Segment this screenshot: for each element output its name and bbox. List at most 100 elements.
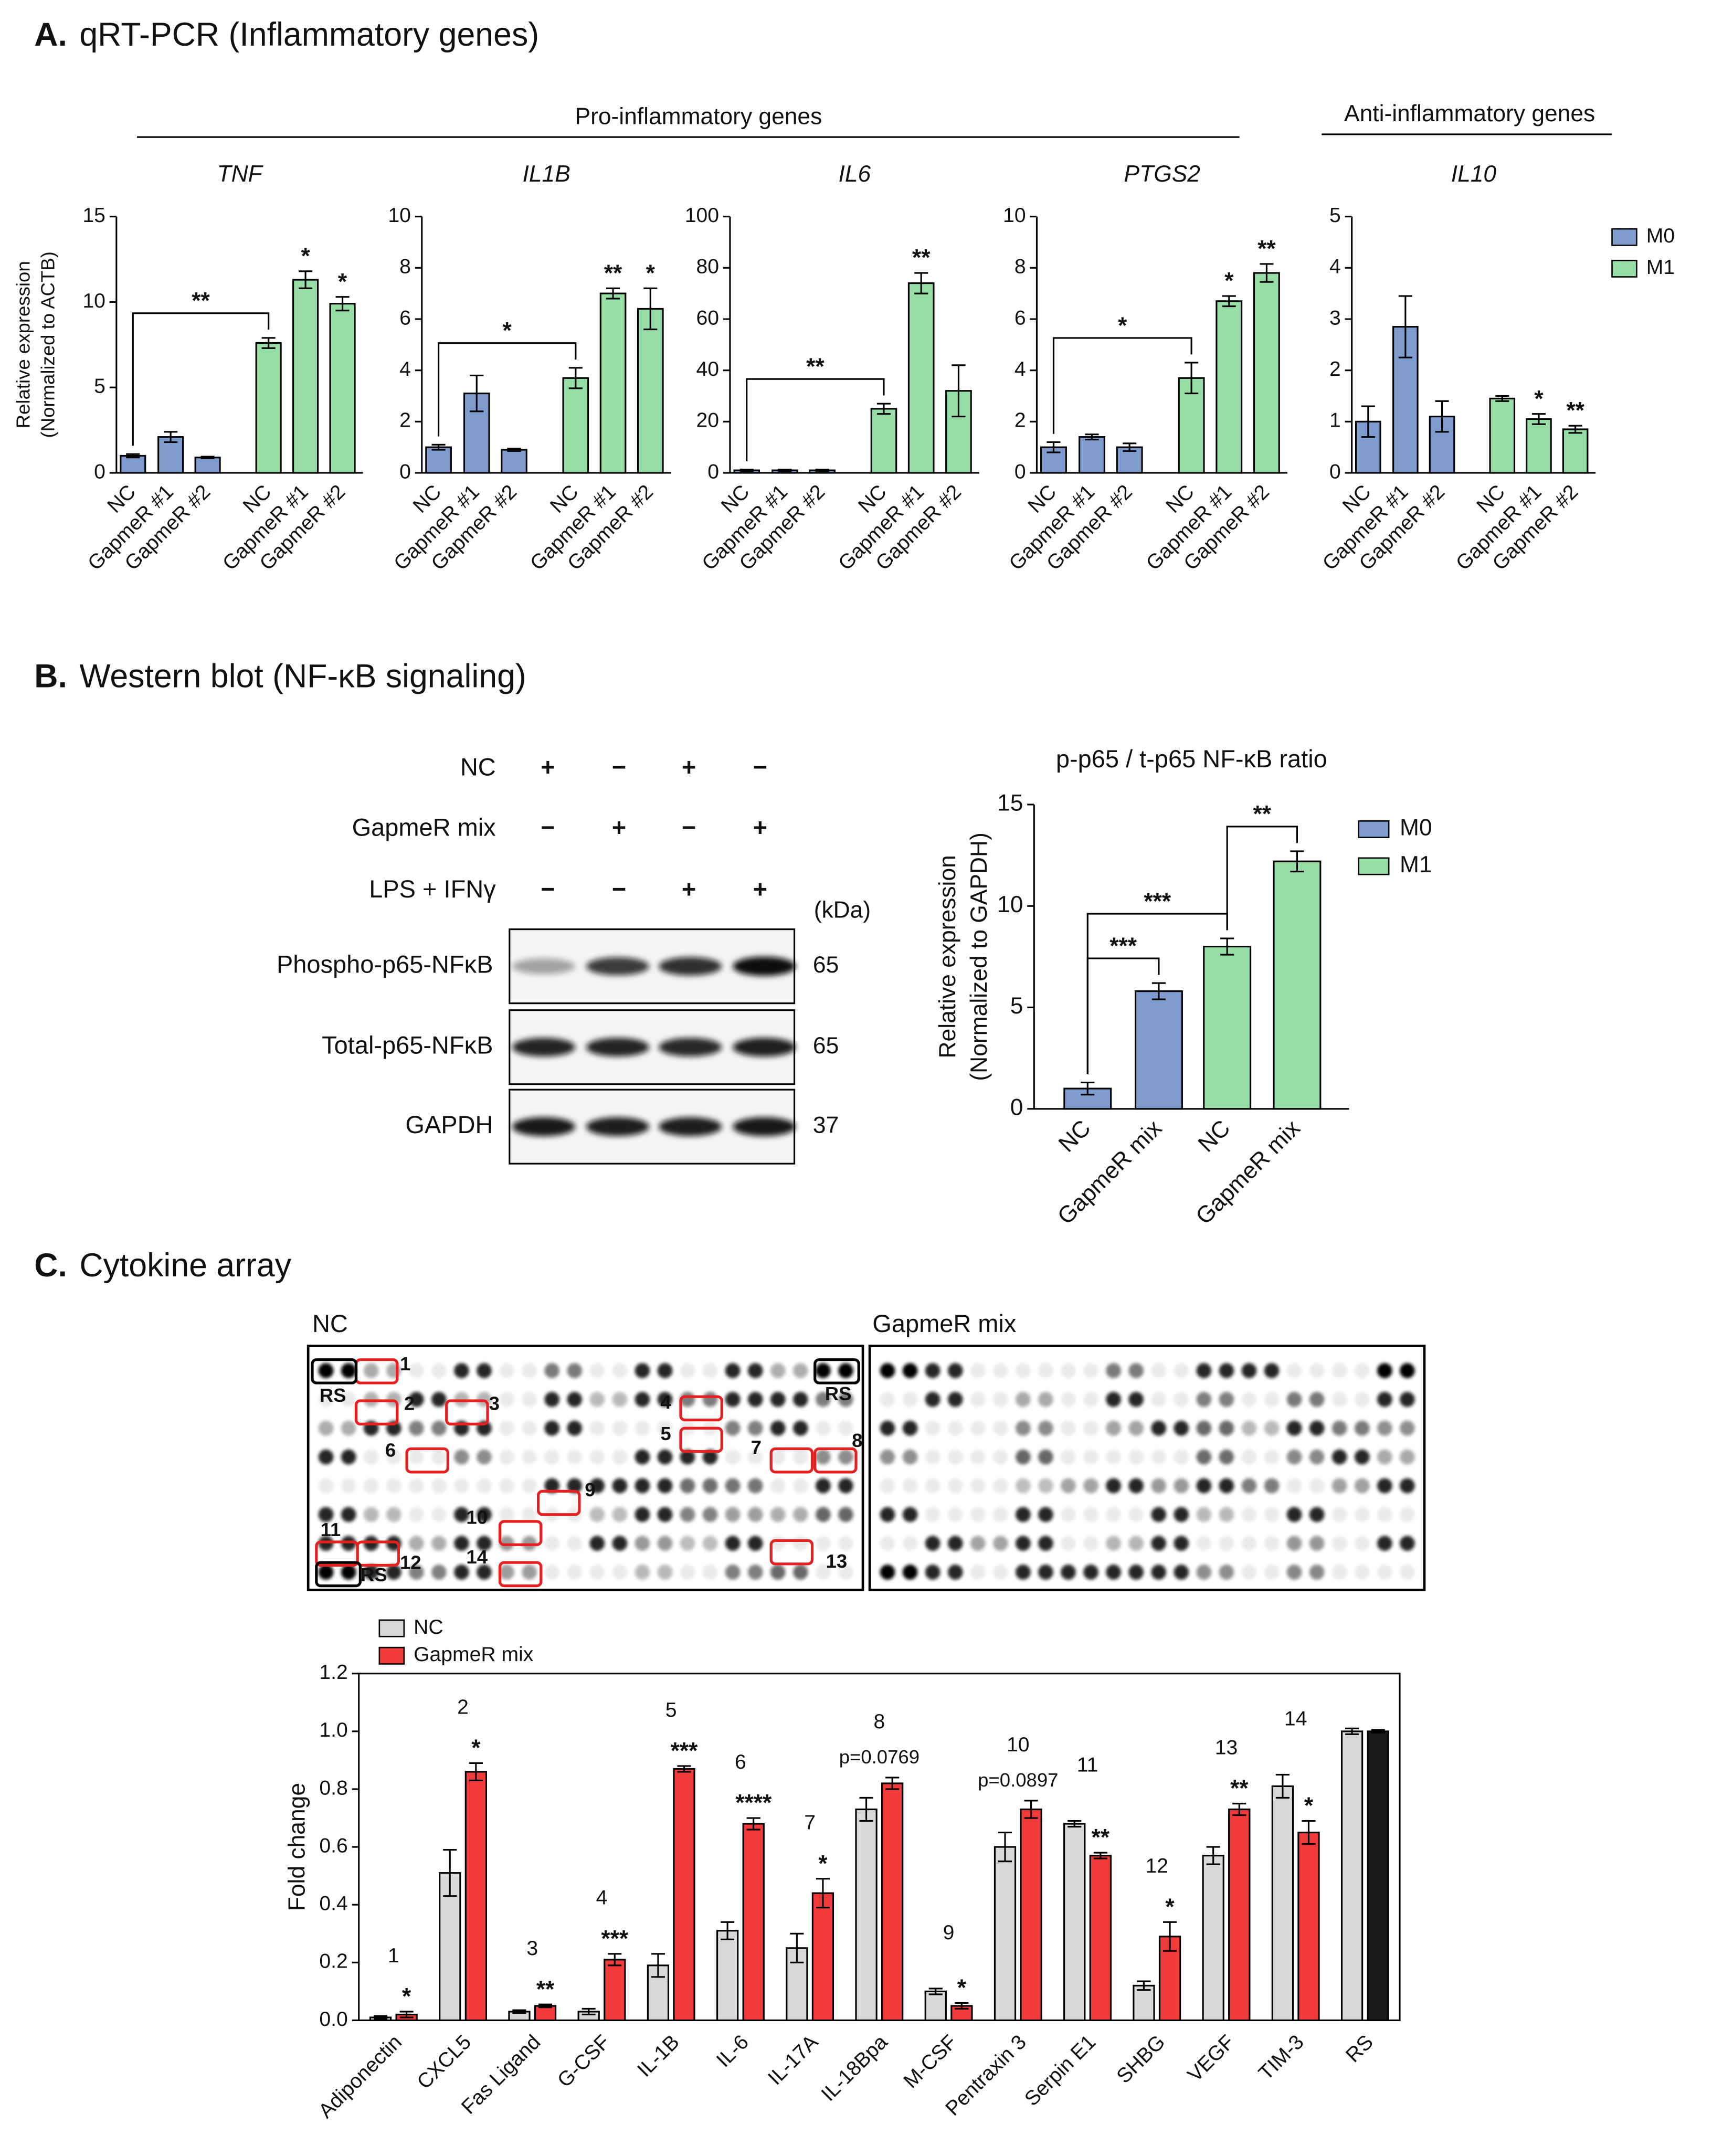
- array-spot: [522, 1449, 537, 1465]
- spot-number: 9: [585, 1479, 595, 1500]
- array-spot: [747, 1536, 763, 1551]
- array-id: 8: [873, 1710, 885, 1733]
- array-spot: [1106, 1363, 1121, 1378]
- legend-swatch: [378, 1646, 405, 1665]
- array-spot: [1309, 1536, 1325, 1551]
- array-spot: [386, 1478, 401, 1494]
- array-spot: [1128, 1507, 1144, 1523]
- array-label: NC: [312, 1309, 348, 1337]
- array-spot: [680, 1363, 695, 1378]
- array-spot: [1241, 1420, 1257, 1436]
- array-spot: [947, 1363, 963, 1378]
- bar: [501, 449, 527, 474]
- array-spot: [1174, 1363, 1189, 1378]
- bracket-label: ***: [1109, 933, 1137, 959]
- array-spot: [454, 1392, 469, 1407]
- condition-sign: −: [612, 875, 626, 903]
- array-spot: [1400, 1565, 1415, 1580]
- bar: [1079, 436, 1105, 474]
- array-spot: [1377, 1507, 1392, 1523]
- y-tick-label: 10: [82, 290, 105, 312]
- array-spot: [702, 1536, 718, 1551]
- array-spot: [567, 1565, 583, 1580]
- significance-label: **: [1566, 398, 1584, 424]
- array-spot: [318, 1392, 334, 1407]
- array-spot: [725, 1536, 741, 1551]
- array-spot: [1377, 1565, 1392, 1580]
- array-spot: [318, 1565, 334, 1580]
- bar: [1253, 272, 1280, 474]
- error-bar: [1302, 1820, 1316, 1845]
- array-spot: [1196, 1478, 1212, 1494]
- array-spot: [1264, 1363, 1280, 1378]
- error-bar: [1085, 434, 1099, 441]
- y-axis-label: Relative expression: [13, 261, 34, 428]
- array-spot: [1151, 1507, 1167, 1523]
- array-spot: [1016, 1420, 1031, 1436]
- bar: [870, 408, 897, 474]
- array-spot: [970, 1536, 986, 1551]
- chart-title: p-p65 / t-p65 NF-κB ratio: [1056, 745, 1327, 773]
- array-spot: [792, 1478, 808, 1494]
- array-spot: [431, 1449, 447, 1465]
- significance-label: **: [1257, 236, 1276, 262]
- significance-label: ****: [735, 1790, 772, 1816]
- array-spot: [1128, 1420, 1144, 1436]
- y-tick-label: 15: [997, 790, 1023, 816]
- spot-highlight: [354, 1399, 399, 1426]
- bar: [292, 279, 319, 474]
- bar: [464, 1771, 487, 2022]
- significance-label: ***: [671, 1738, 699, 1764]
- bar: [855, 1808, 878, 2022]
- array-spot: [1128, 1536, 1144, 1551]
- array-spot: [902, 1565, 918, 1580]
- array-spot: [725, 1565, 741, 1580]
- array-spot: [1038, 1478, 1053, 1494]
- spot-number: 11: [321, 1519, 341, 1540]
- error-bar: [1371, 1729, 1385, 1734]
- array-spot: [522, 1565, 537, 1580]
- y-tick-label: 6: [399, 307, 411, 329]
- spot-number: 4: [660, 1391, 671, 1413]
- y-tick-label: 5: [1010, 993, 1023, 1019]
- bar: [716, 1930, 739, 2022]
- array-spot: [1219, 1363, 1234, 1378]
- chart-title: IL10: [1451, 161, 1497, 187]
- legend-label: M1: [1646, 256, 1675, 279]
- array-spot: [947, 1478, 963, 1494]
- array-spot: [1174, 1392, 1189, 1407]
- array-id: 10: [1007, 1734, 1030, 1756]
- array-spot: [880, 1392, 895, 1407]
- array-spot: [970, 1478, 986, 1494]
- error-bar: [1093, 1852, 1107, 1859]
- bar: [742, 1823, 765, 2022]
- array-spot: [1241, 1565, 1257, 1580]
- array-spot: [880, 1536, 895, 1551]
- bracket: [1052, 337, 1192, 434]
- bar: [1273, 860, 1322, 1110]
- bar: [439, 1872, 461, 2022]
- bar: [881, 1782, 904, 2022]
- spot-highlight: [769, 1447, 814, 1474]
- error-bar: [164, 431, 178, 443]
- array-spot: [1286, 1363, 1302, 1378]
- legend-swatch: [1358, 820, 1390, 838]
- array-spot: [1241, 1536, 1257, 1551]
- y-tick-label: 10: [1003, 204, 1026, 227]
- array-spot: [363, 1449, 379, 1465]
- array-spot: [1106, 1536, 1121, 1551]
- array-spot: [1061, 1565, 1076, 1580]
- array-spot: [454, 1449, 469, 1465]
- array-spot: [477, 1565, 492, 1580]
- error-bar: [470, 374, 484, 413]
- panel-title: Cytokine array: [79, 1247, 291, 1284]
- array-spot: [386, 1565, 401, 1580]
- array-spot: [1061, 1478, 1076, 1494]
- array-spot: [612, 1363, 628, 1378]
- y-tick-label: 0.4: [319, 1893, 347, 1915]
- array-spot: [386, 1392, 401, 1407]
- array-spot: [544, 1536, 560, 1551]
- condition-label: LPS + IFNγ: [369, 875, 496, 903]
- error-bar: [469, 1762, 483, 1782]
